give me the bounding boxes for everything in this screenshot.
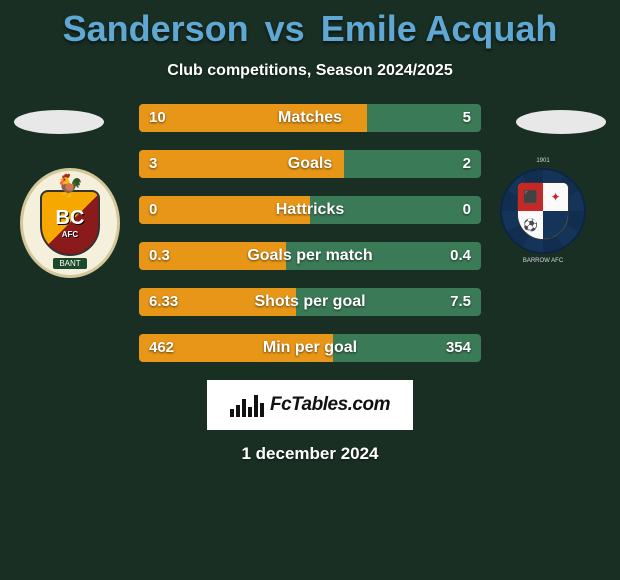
player-b-name: Emile Acquah (321, 8, 558, 49)
club-crest-a: 🐓 BC AFC BANT (20, 168, 120, 278)
stat-label: Matches (139, 104, 481, 132)
avatar-placeholder-b (516, 110, 606, 134)
vs-word: vs (265, 8, 305, 50)
logo-text: FcTables.com (270, 394, 390, 416)
stat-label: Min per goal (139, 334, 481, 362)
crest-a-initials: BC (56, 207, 85, 230)
crest-b-year: 1901 (502, 158, 584, 164)
crest-a-shield: BC AFC (40, 190, 100, 256)
comparison-content: 🐓 BC AFC BANT 1901 ⬛ ✦ ⚽ BARROW AFC 105M… (0, 104, 620, 464)
stat-row: 0.30.4Goals per match (139, 242, 481, 270)
avatar-placeholder-a (14, 110, 104, 134)
stat-label: Goals (139, 150, 481, 178)
date-label: 1 december 2024 (0, 444, 620, 464)
stat-row: 00Hattricks (139, 196, 481, 224)
stat-label: Shots per goal (139, 288, 481, 316)
crest-b-shield: ⬛ ✦ ⚽ (517, 182, 569, 240)
crest-a-sub: AFC (62, 230, 78, 239)
subtitle: Club competitions, Season 2024/2025 (0, 62, 620, 80)
stat-row: 32Goals (139, 150, 481, 178)
player-a-name: Sanderson (63, 8, 249, 49)
stat-label: Goals per match (139, 242, 481, 270)
page-title: Sanderson vs Emile Acquah (0, 0, 620, 50)
stat-label: Hattricks (139, 196, 481, 224)
stats-container: 105Matches 32Goals 00Hattricks 0.30.4Goals … (139, 104, 481, 362)
rooster-icon: 🐓 (56, 173, 83, 199)
stat-row: 6.337.5Shots per goal (139, 288, 481, 316)
fctables-logo: FcTables.com (207, 380, 413, 430)
club-crest-b: 1901 ⬛ ✦ ⚽ BARROW AFC (500, 168, 600, 278)
stat-row: 462354Min per goal (139, 334, 481, 362)
logo-chart-icon (230, 393, 264, 417)
crest-a-banner: BANT (53, 258, 86, 269)
crest-b-name: BARROW AFC (502, 258, 584, 264)
stat-row: 105Matches (139, 104, 481, 132)
